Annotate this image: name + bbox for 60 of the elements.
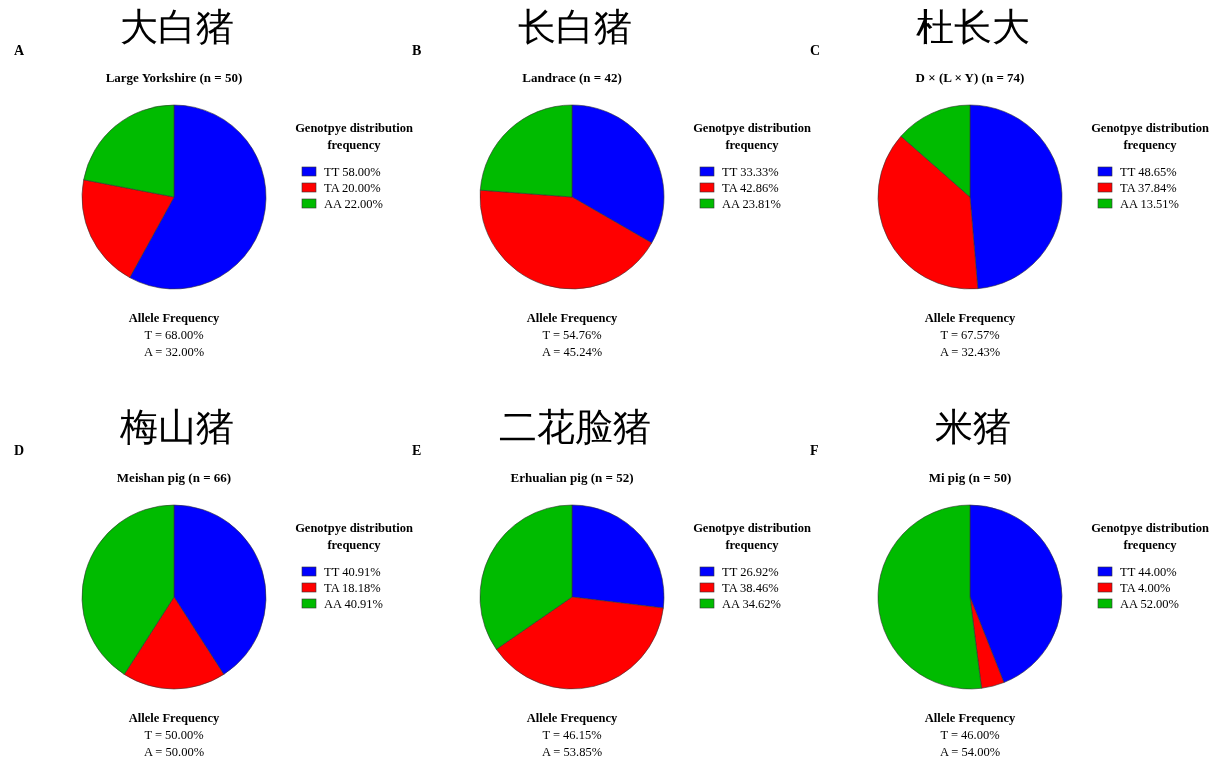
legend-label: TA 20.00% [324,181,381,195]
legend-label: AA 40.91% [324,597,384,611]
text: Allele Frequency [128,711,220,725]
text: T = 54.76% [542,328,602,342]
text: Allele Frequency [526,711,618,725]
legend-label: TA 18.18% [324,581,381,595]
chart-title: 大白猪 [120,5,234,49]
legend-label: TT 48.65% [1120,165,1177,179]
chart-title: 长白猪 [518,5,632,49]
legend-title: Genotpye distribution frequency [1091,521,1209,552]
legend-title: Genotpye distribution frequency [1091,121,1209,152]
legend-title: Genotpye distribution frequency [693,521,811,552]
chart-title: 二花脸猪 [499,405,651,449]
chart-title: 梅山猪 [119,405,234,449]
legend-label: AA 13.51% [1120,197,1180,211]
chart-title: 米猪 [935,405,1011,449]
text: B [412,43,422,58]
legend-title: Genotpye distribution frequency [693,121,811,152]
text: T = 67.57% [940,328,1000,342]
text: T = 68.00% [144,328,204,342]
text: D [14,443,25,458]
chart-subtitle: Landrace (n = 42) [522,70,622,85]
legend-label: AA 34.62% [722,597,782,611]
text: A = 32.43% [939,345,1001,359]
text: C [810,43,821,58]
text: A = 50.00% [143,745,205,758]
legend-label: TT 40.91% [324,565,381,579]
text: T = 46.00% [940,728,1000,742]
text: E [412,443,422,458]
chart-subtitle: Erhualian pig (n = 52) [510,470,634,485]
text: T = 46.15% [542,728,602,742]
chart-subtitle: Mi pig (n = 50) [928,470,1012,485]
text: T = 50.00% [144,728,204,742]
text: Allele Frequency [128,311,220,325]
text: A = 32.00% [143,345,205,359]
text: Allele Frequency [924,311,1016,325]
legend-label: TT 58.00% [324,165,381,179]
legend-label: AA 22.00% [324,197,384,211]
legend-label: TA 42.86% [722,181,779,195]
legend-label: AA 52.00% [1120,597,1180,611]
chart-subtitle: D × (L × Y) (n = 74) [915,70,1025,85]
chart-subtitle: Large Yorkshire (n = 50) [105,70,243,85]
chart-subtitle: Meishan pig (n = 66) [116,470,232,485]
text: A = 54.00% [939,745,1001,758]
text: A = 53.85% [541,745,603,758]
legend-label: AA 23.81% [722,197,782,211]
legend-title: Genotpye distribution frequency [295,121,413,152]
legend-label: TT 44.00% [1120,565,1177,579]
legend-label: TA 38.46% [722,581,779,595]
text: A [14,43,25,58]
legend-label: TA 4.00% [1120,581,1171,595]
legend-label: TT 26.92% [722,565,779,579]
legend-title: Genotpye distribution frequency [295,521,413,552]
chart-title: 杜长大 [916,5,1030,49]
text: Allele Frequency [924,711,1016,725]
text: Allele Frequency [526,311,618,325]
legend-label: TT 33.33% [722,165,779,179]
text: A = 45.24% [541,345,603,359]
legend-label: TA 37.84% [1120,181,1177,195]
text: F [810,443,819,458]
